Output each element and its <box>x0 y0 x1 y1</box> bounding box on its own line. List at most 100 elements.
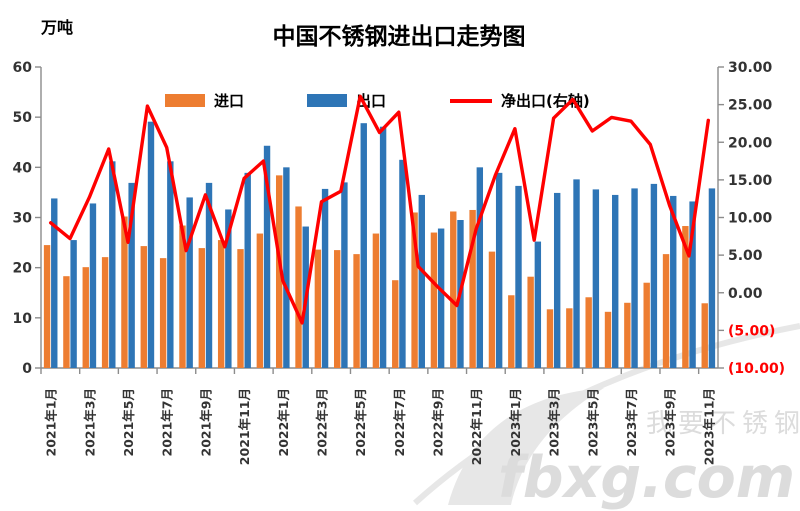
bar-import-2023年4月 <box>566 308 573 368</box>
x-axis-tick-label: 2022年7月 <box>392 388 407 457</box>
x-axis-tick-label: 2022年1月 <box>276 388 291 457</box>
bar-import-2022年3月 <box>314 249 322 368</box>
left-axis-tick-label: 50 <box>13 110 33 126</box>
net-export-line-swatch-icon <box>450 99 492 103</box>
bar-import-2023年11月 <box>701 303 708 368</box>
x-axis-tick-label: 2021年9月 <box>198 388 213 457</box>
left-axis-unit-label: 万吨 <box>41 18 74 37</box>
x-axis-labels: 2021年1月 2021年3月 2021年5月 2021年7月 2021年9月 2021年… <box>44 388 717 465</box>
bar-import-2022年4月 <box>334 250 341 368</box>
bar-import-2021年2月 <box>63 276 70 368</box>
bar-export-2021年11月 <box>244 172 251 368</box>
bar-import-2022年6月 <box>372 233 380 368</box>
bar-export-2021年9月 <box>205 182 213 368</box>
bar-import-2021年12月 <box>256 233 264 368</box>
bar-import-2022年10月 <box>450 211 457 368</box>
x-axis-tick-label: 2023年7月 <box>624 388 639 457</box>
right-axis-labels: 30.00 25.00 20.00 15.00 10.00 5.00 0.00 (5.00) (… <box>728 60 785 377</box>
bar-export-2023年7月 <box>631 188 638 368</box>
watermark-text-en: fbxg.com <box>498 445 795 511</box>
bar-import-2022年11月 <box>469 209 476 368</box>
bar-import-2023年2月 <box>527 276 534 368</box>
x-axis-tick-label: 2021年5月 <box>121 388 136 457</box>
right-axis-tick-label: 15.00 <box>728 173 773 189</box>
x-axis-tick-label: 2023年9月 <box>663 388 678 457</box>
left-axis-labels: 60 50 40 30 20 10 0 <box>13 60 33 377</box>
import-swatch-icon <box>165 94 205 107</box>
right-axis-tick-label: 5.00 <box>728 248 763 264</box>
legend-item-import: 进口 <box>165 90 244 111</box>
bar-import-2022年2月 <box>295 206 302 368</box>
bar-export-2022年3月 <box>321 188 329 368</box>
bar-import-2021年8月 <box>179 225 186 368</box>
bar-import-2021年11月 <box>237 249 244 368</box>
bar-import-2021年7月 <box>159 258 167 368</box>
bar-export-2023年10月 <box>689 201 696 368</box>
bar-export-2023年8月 <box>650 183 658 368</box>
bar-import-2023年7月 <box>624 302 631 368</box>
left-axis-tick-label: 20 <box>13 261 33 277</box>
bar-export-2021年5月 <box>128 182 135 368</box>
bar-export-2023年1月 <box>515 185 522 368</box>
bar-export-2021年4月 <box>109 161 116 368</box>
left-axis-tick-label: 10 <box>13 311 33 327</box>
bar-export-2022年9月 <box>437 228 445 368</box>
bar-export-2021年7月 <box>167 161 174 368</box>
bar-export-2023年3月 <box>553 192 561 368</box>
x-axis-tick-label: 2023年5月 <box>585 388 600 457</box>
bar-export-2023年9月 <box>670 195 677 368</box>
right-axis-tick-label: 30.00 <box>728 60 773 76</box>
import-bars <box>43 175 708 368</box>
bar-export-2023年6月 <box>612 194 619 368</box>
bar-import-2021年6月 <box>140 246 147 368</box>
bar-export-2022年7月 <box>399 159 406 368</box>
bar-import-2023年9月 <box>662 254 670 368</box>
bar-import-2023年3月 <box>546 309 554 368</box>
bar-import-2021年4月 <box>101 257 109 368</box>
x-axis-tick-label: 2023年11月 <box>701 388 716 465</box>
left-axis-tick-label: 30 <box>13 211 33 227</box>
bar-import-2021年3月 <box>82 267 89 368</box>
bar-import-2023年5月 <box>585 297 592 368</box>
right-axis-tick-label: 0.00 <box>728 286 763 302</box>
x-axis-tick-label: 2023年1月 <box>508 388 523 457</box>
export-swatch-icon <box>307 94 347 107</box>
watermark: 我要不锈钢 fbxg.com <box>412 323 800 511</box>
bar-import-2022年9月 <box>430 232 438 368</box>
x-axis-tick-label: 2021年1月 <box>44 388 59 457</box>
x-axis-tick-label: 2022年11月 <box>469 388 484 465</box>
bar-export-2022年12月 <box>495 172 503 368</box>
bar-export-2022年6月 <box>379 126 387 368</box>
bar-export-2023年11月 <box>708 188 716 368</box>
bar-export-2021年2月 <box>70 240 77 368</box>
x-axis-tick-label: 2022年9月 <box>431 388 446 457</box>
right-axis-tick-label: 25.00 <box>728 98 773 114</box>
chart-title: 中国不锈钢进出口走势图 <box>272 24 526 50</box>
bar-import-2021年5月 <box>121 216 128 368</box>
bar-import-2023年6月 <box>604 311 612 368</box>
bar-export-2023年5月 <box>592 189 600 368</box>
right-axis-tick-label: (10.00) <box>728 361 785 377</box>
x-axis-tick-label: 2023年3月 <box>547 388 562 457</box>
bar-export-2023年4月 <box>573 179 580 368</box>
x-axis-tick-label: 2021年7月 <box>160 388 175 457</box>
bar-export-2021年6月 <box>147 121 155 368</box>
bar-import-2021年1月 <box>43 245 51 368</box>
bar-import-2021年9月 <box>198 248 206 368</box>
x-axis-tick-label: 2021年11月 <box>237 388 252 465</box>
x-axis-tick-label: 2022年3月 <box>314 388 329 457</box>
bar-export-2022年11月 <box>476 167 484 368</box>
bar-import-2022年5月 <box>353 254 360 368</box>
bar-import-2022年8月 <box>411 212 418 368</box>
bar-export-2021年8月 <box>186 197 193 368</box>
bar-import-2022年12月 <box>488 251 496 368</box>
bar-export-2022年5月 <box>360 123 367 368</box>
right-axis-tick-label: 20.00 <box>728 135 773 151</box>
bar-export-2022年4月 <box>341 182 348 368</box>
net-export-line <box>49 94 710 325</box>
left-axis-tick-label: 60 <box>13 60 33 76</box>
bar-export-2021年1月 <box>51 198 58 368</box>
bar-import-2021年10月 <box>217 240 225 368</box>
